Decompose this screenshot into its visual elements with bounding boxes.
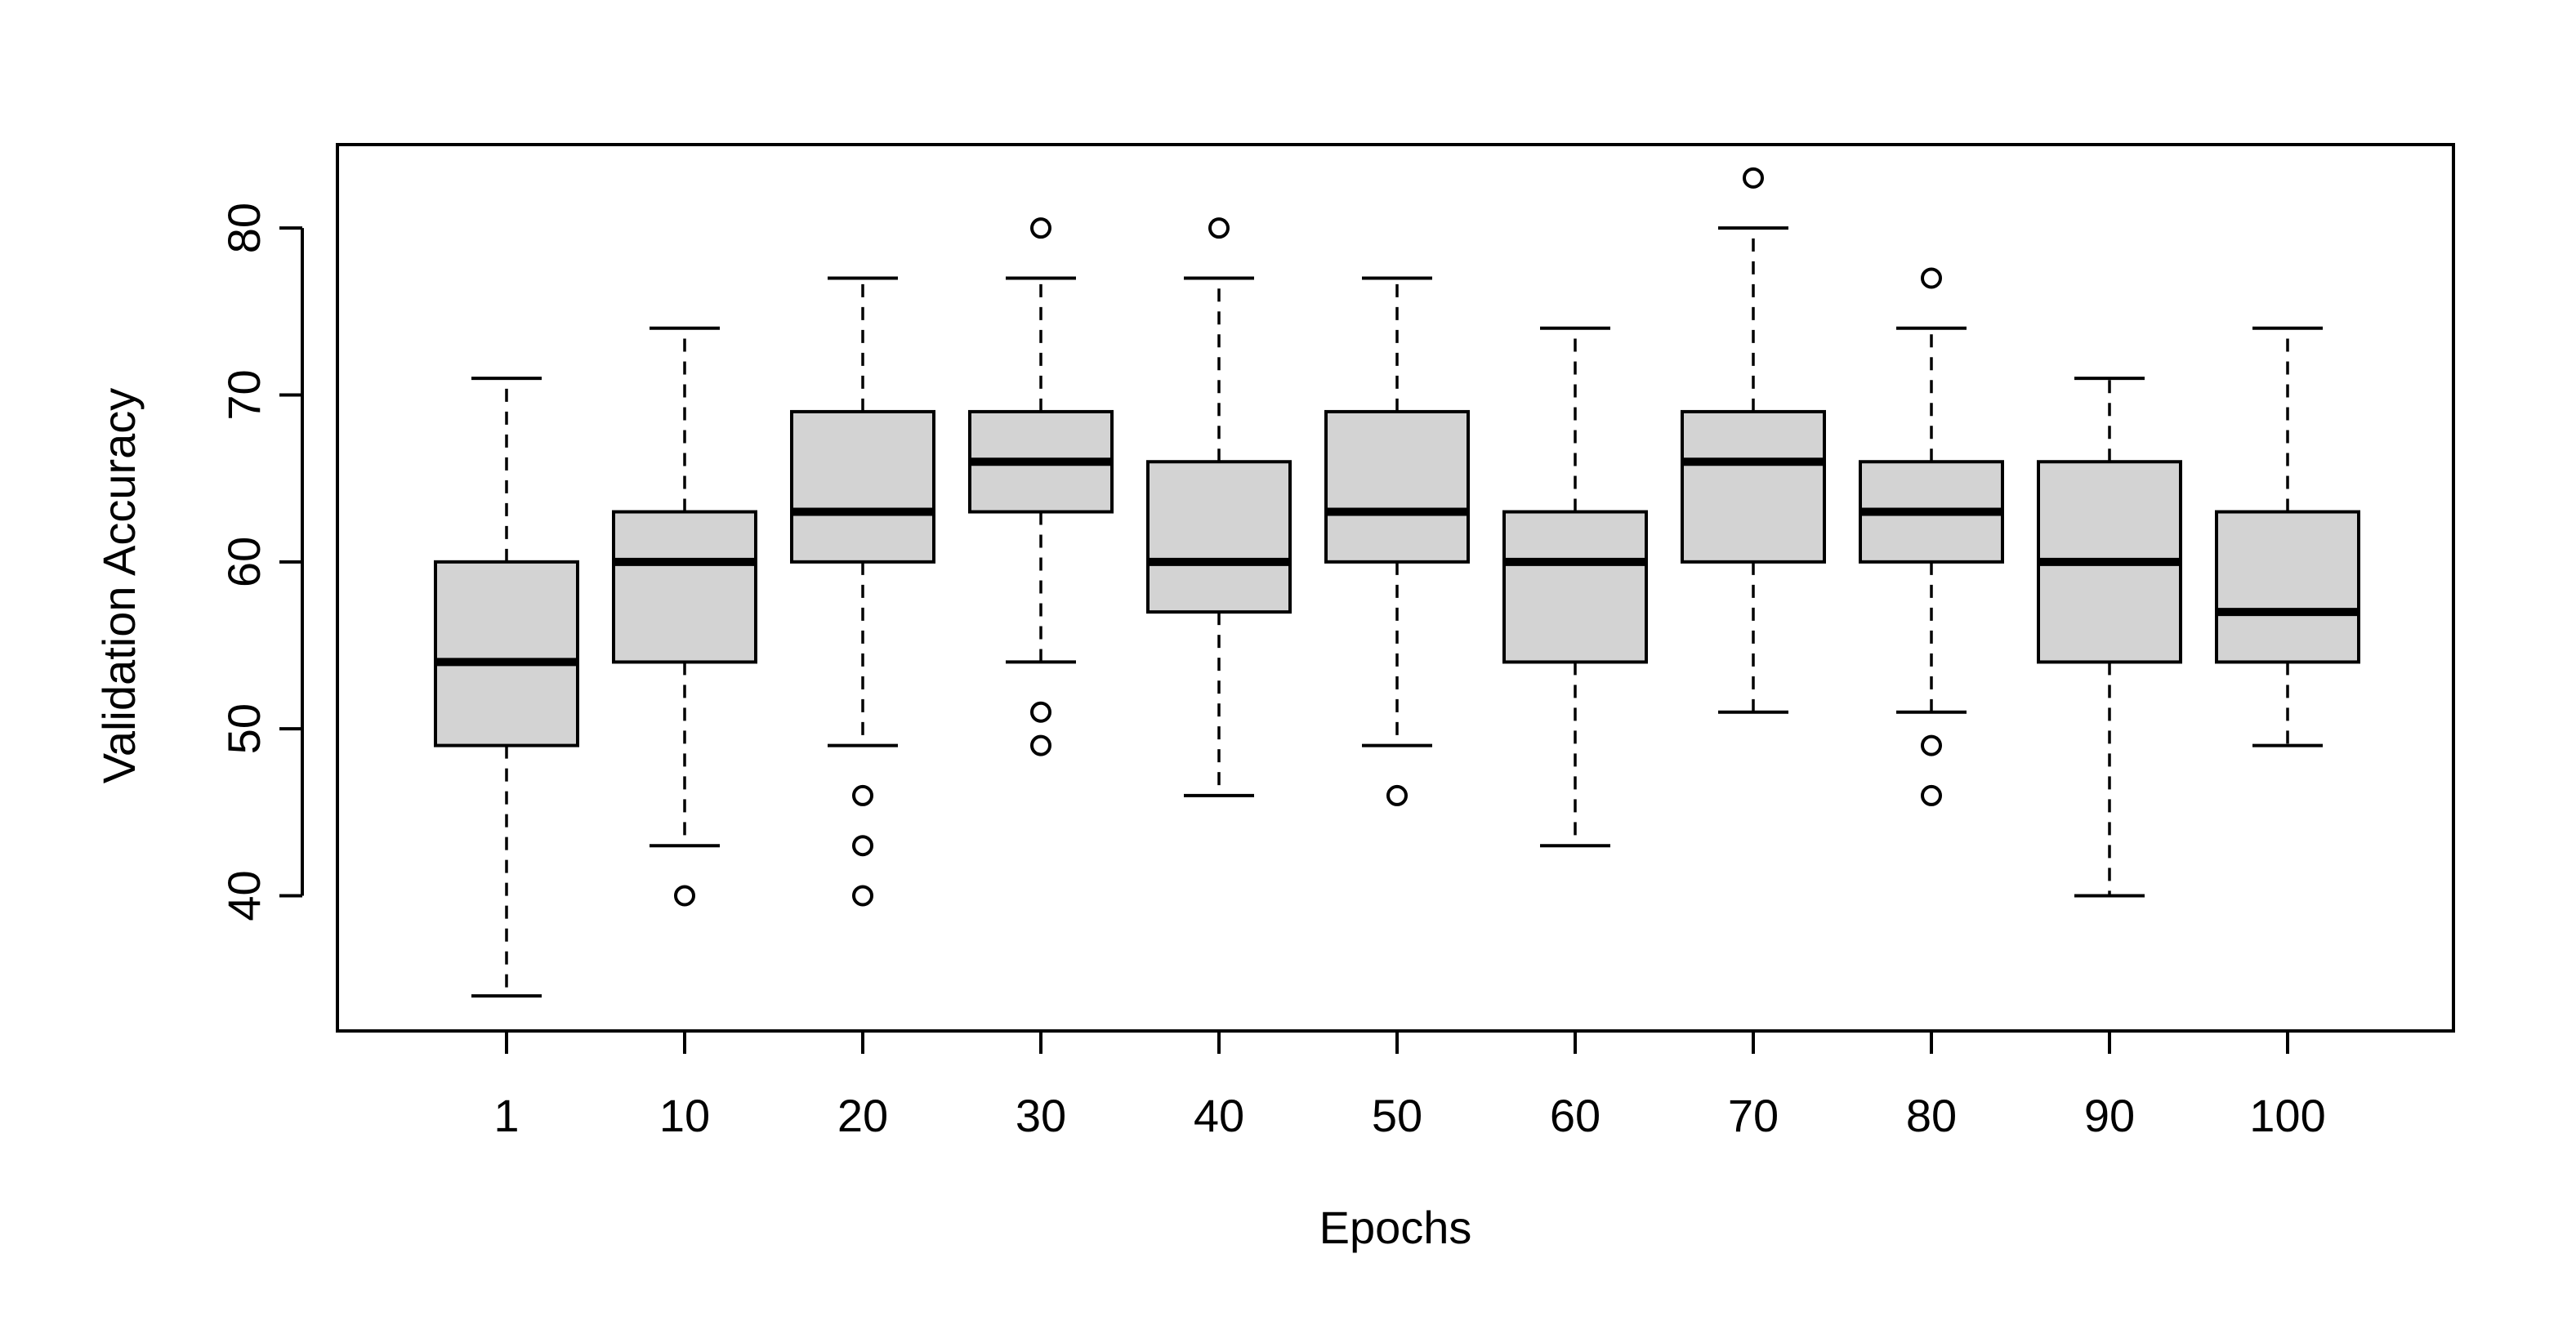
y-tick-label: 70 bbox=[218, 369, 270, 420]
box-group-50 bbox=[1324, 276, 1470, 806]
y-axis: 40 50 60 70 80 bbox=[218, 203, 304, 921]
x-tick-label: 60 bbox=[1550, 1090, 1601, 1141]
outlier-point bbox=[852, 784, 873, 806]
box-group-30 bbox=[968, 217, 1114, 756]
iqr-box bbox=[1681, 409, 1826, 564]
box-group-20 bbox=[790, 276, 935, 907]
x-tick-label: 100 bbox=[2249, 1090, 2325, 1141]
boxes-layer bbox=[434, 167, 2360, 998]
iqr-box bbox=[612, 510, 757, 664]
x-axis-label: Epochs bbox=[1319, 1202, 1472, 1253]
x-tick-label: 20 bbox=[837, 1090, 888, 1141]
box-group-90 bbox=[2037, 377, 2182, 898]
outlier-point bbox=[1208, 217, 1230, 239]
x-tick-label: 50 bbox=[1372, 1090, 1422, 1141]
outlier-point bbox=[1030, 734, 1051, 756]
box-group-80 bbox=[1859, 267, 2004, 806]
outlier-point bbox=[1030, 701, 1051, 723]
outlier-point bbox=[674, 885, 695, 907]
y-tick-label: 80 bbox=[218, 203, 270, 253]
iqr-box bbox=[2215, 510, 2360, 664]
x-tick-label: 90 bbox=[2084, 1090, 2135, 1141]
outlier-point bbox=[1921, 734, 1942, 756]
iqr-box bbox=[1324, 409, 1470, 564]
outlier-point bbox=[1921, 784, 1942, 806]
outlier-point bbox=[1743, 167, 1764, 189]
y-tick-label: 40 bbox=[218, 870, 270, 921]
outlier-point bbox=[1030, 217, 1051, 239]
x-axis: 1 10 20 30 40 50 60 70 80 90 100 bbox=[493, 1029, 2326, 1141]
box-group-60 bbox=[1502, 326, 1648, 848]
x-tick-label: 10 bbox=[659, 1090, 710, 1141]
iqr-box bbox=[434, 560, 579, 747]
outlier-point bbox=[852, 885, 873, 907]
x-tick-label: 80 bbox=[1906, 1090, 1957, 1141]
outlier-point bbox=[1386, 784, 1408, 806]
box-group-40 bbox=[1146, 217, 1292, 797]
x-tick-label: 30 bbox=[1016, 1090, 1066, 1141]
box-group-10 bbox=[612, 326, 757, 907]
x-tick-label: 70 bbox=[1728, 1090, 1779, 1141]
y-axis-label: Validation Accuracy bbox=[93, 388, 145, 784]
outlier-point bbox=[852, 835, 873, 857]
box-group-1 bbox=[434, 377, 579, 998]
y-tick-label: 60 bbox=[218, 537, 270, 587]
iqr-box bbox=[790, 409, 935, 564]
x-tick-label: 1 bbox=[493, 1090, 519, 1141]
outlier-point bbox=[1921, 267, 1942, 289]
iqr-box bbox=[1502, 510, 1648, 664]
x-tick-label: 40 bbox=[1194, 1090, 1244, 1141]
iqr-box bbox=[1146, 460, 1292, 614]
y-tick-label: 50 bbox=[218, 703, 270, 754]
box-group-70 bbox=[1681, 167, 1826, 714]
box-group-100 bbox=[2215, 326, 2360, 747]
